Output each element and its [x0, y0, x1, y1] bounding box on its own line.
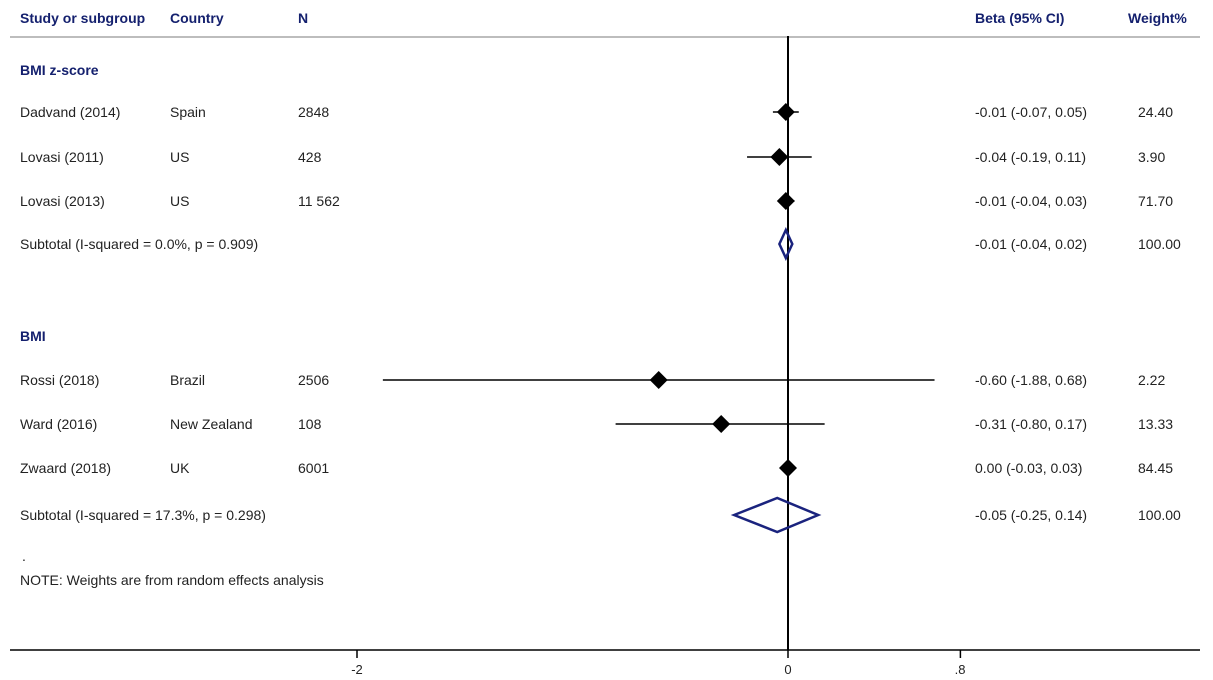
header-beta-ci: Beta (95% CI): [975, 10, 1065, 26]
study-n: 11 562: [298, 193, 340, 209]
study-beta-ci: -0.04 (-0.19, 0.11): [975, 149, 1087, 165]
study-country: New Zealand: [170, 416, 253, 432]
header-n: N: [298, 10, 309, 26]
note-text: NOTE: Weights are from random effects an…: [20, 572, 324, 588]
group-label-bmi-zscore: BMI z-score: [20, 62, 99, 78]
study-n: 6001: [298, 460, 330, 476]
header-country: Country: [170, 10, 224, 26]
study-beta-ci: -0.60 (-1.88, 0.68): [975, 372, 1088, 388]
header-study: Study or subgroup: [20, 10, 146, 26]
header-weight: Weight%: [1128, 10, 1187, 26]
tick-label-neg2: -2: [351, 662, 363, 677]
study-name: Zwaard (2018): [20, 460, 112, 476]
study-weight: 24.40: [1138, 104, 1174, 120]
study-n: 108: [298, 416, 322, 432]
subtotal-beta-ci: -0.01 (-0.04, 0.02): [975, 236, 1088, 252]
study-weight: 3.90: [1138, 149, 1166, 165]
subtotal-diamond: [730, 496, 822, 534]
tick-label-zero: 0: [784, 662, 792, 677]
tick-label-0-8: .8: [954, 662, 966, 677]
study-country: US: [170, 193, 190, 209]
dot-mark: .: [22, 548, 26, 564]
subtotal-beta-ci: -0.05 (-0.25, 0.14): [975, 507, 1088, 523]
header-divider: [10, 36, 1200, 38]
study-beta-ci: 0.00 (-0.03, 0.03): [975, 460, 1083, 476]
group-label-bmi: BMI: [20, 328, 46, 344]
study-n: 2848: [298, 104, 330, 120]
study-weight: 13.33: [1138, 416, 1174, 432]
point-estimate-marker: [776, 192, 795, 210]
study-weight: 71.70: [1138, 193, 1174, 209]
study-name: Lovasi (2013): [20, 193, 105, 209]
study-beta-ci: -0.01 (-0.04, 0.03): [975, 193, 1088, 209]
study-name: Lovasi (2011): [20, 149, 104, 165]
study-name: Ward (2016): [20, 416, 98, 432]
study-n: 428: [298, 149, 322, 165]
study-weight: 2.22: [1138, 372, 1166, 388]
point-estimate-marker: [649, 371, 668, 389]
study-beta-ci: -0.01 (-0.07, 0.05): [975, 104, 1088, 120]
study-country: Brazil: [170, 372, 206, 388]
subtotal-diamond: [778, 227, 794, 261]
subtotal-weight: 100.00: [1138, 236, 1181, 252]
study-country: UK: [170, 460, 190, 476]
point-estimate-marker: [712, 415, 731, 433]
point-estimate-marker: [776, 103, 795, 121]
subtotal-label: Subtotal (I-squared = 17.3%, p = 0.298): [20, 507, 266, 523]
study-name: Dadvand (2014): [20, 104, 121, 120]
subtotal-label: Subtotal (I-squared = 0.0%, p = 0.909): [20, 236, 259, 252]
study-beta-ci: -0.31 (-0.80, 0.17): [975, 416, 1088, 432]
study-country: US: [170, 149, 190, 165]
study-country: Spain: [170, 104, 206, 120]
subtotal-weight: 100.00: [1138, 507, 1181, 523]
point-estimate-marker: [770, 148, 789, 166]
study-name: Rossi (2018): [20, 372, 100, 388]
point-estimate-marker: [779, 459, 797, 477]
study-weight: 84.45: [1138, 460, 1174, 476]
study-n: 2506: [298, 372, 330, 388]
